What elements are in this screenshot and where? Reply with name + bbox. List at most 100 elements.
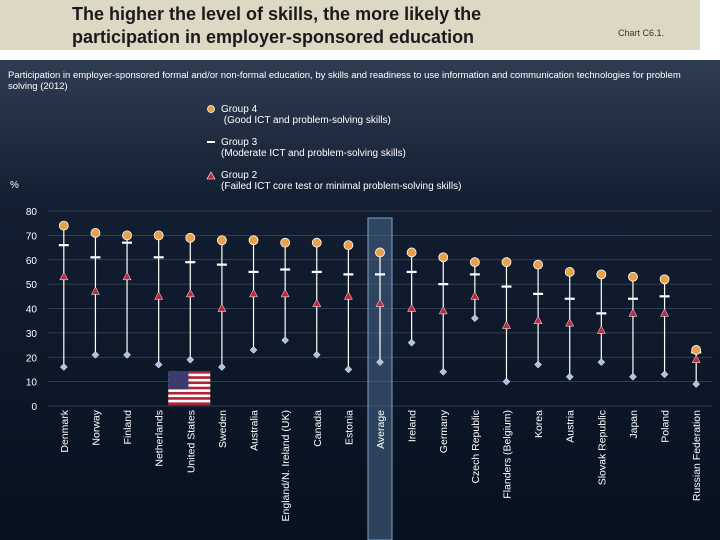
flag-stripe <box>168 386 211 390</box>
group2-point <box>91 286 100 295</box>
title-banner: The higher the level of skills, the more… <box>0 0 700 50</box>
x-axis-labels: Denmark Norway Finland Netherlands United St… <box>59 409 703 521</box>
x-tick-label: Poland <box>660 410 672 443</box>
legend-markers <box>206 105 216 180</box>
legend-label-group2: Group 2 (Failed ICT core test or minimal… <box>221 170 462 192</box>
group4-point <box>533 259 543 270</box>
low-group-point <box>471 314 479 323</box>
y-tick-label: 60 <box>26 256 38 267</box>
x-tick-label: Germany <box>438 409 450 453</box>
group2-point <box>596 325 606 334</box>
group2-point <box>249 288 258 298</box>
flag-stripe <box>168 371 211 374</box>
low-group-point <box>91 350 100 359</box>
low-group-point <box>597 358 606 366</box>
low-group-point <box>344 365 353 374</box>
group2-point <box>407 303 417 312</box>
group2-point <box>438 305 448 315</box>
group4-point <box>501 257 512 268</box>
flag-stripe <box>168 378 211 382</box>
low-group-point <box>660 370 669 379</box>
legend-marker-group2 <box>206 171 216 180</box>
group4-point <box>564 267 575 277</box>
x-tick-label: Czech Republic <box>470 410 482 484</box>
low-group-point <box>439 368 448 376</box>
chart-panel <box>0 60 720 540</box>
low-group-point <box>249 346 258 354</box>
group4-point <box>217 235 227 246</box>
legend-marker-group4 <box>207 105 215 113</box>
group4-point <box>596 269 607 280</box>
group2-point <box>628 308 638 317</box>
group4-point <box>406 247 417 258</box>
flag-stripe <box>168 389 211 393</box>
flag-canton <box>168 371 189 390</box>
group4-point <box>628 271 638 282</box>
group2-point <box>154 291 164 300</box>
group2-point <box>470 291 480 300</box>
page-title: The higher the level of skills, the more… <box>72 4 482 47</box>
low-group-point <box>692 380 701 388</box>
x-tick-label: England/N. Ireland (UK) <box>280 410 292 521</box>
low-group-point <box>218 363 226 371</box>
group2-point <box>312 298 322 307</box>
low-group-point <box>281 336 289 345</box>
flag-stripe <box>168 397 211 401</box>
group4-point <box>438 252 449 263</box>
y-tick-label: 40 <box>26 305 38 316</box>
group2-point <box>122 271 132 281</box>
flag-stripe <box>168 391 211 395</box>
group2-point <box>660 308 669 317</box>
group4-point <box>153 230 164 241</box>
group4-point <box>90 228 101 238</box>
y-tick-label: 50 <box>26 280 38 291</box>
y-tick-label: 10 <box>26 378 38 389</box>
y-tick-label: 80 <box>26 207 38 218</box>
x-tick-label: Canada <box>312 410 324 447</box>
legend-label-group3: Group 3 (Moderate ICT and problem-solvin… <box>221 137 406 159</box>
flag-stripe <box>168 376 211 380</box>
low-group-point <box>186 355 195 364</box>
low-group-point <box>123 350 131 359</box>
x-tick-label: Flanders (Belgium) <box>501 410 513 499</box>
group4-point <box>280 237 291 248</box>
group2-point <box>533 315 543 324</box>
group2-point <box>185 288 195 298</box>
group4-point <box>659 274 670 285</box>
chart-subtitle: Participation in employer-sponsored form… <box>8 70 681 92</box>
group2-point <box>343 291 353 300</box>
flag-stripe <box>168 373 211 377</box>
group4-point <box>469 257 480 268</box>
flag-stripe <box>168 402 211 406</box>
y-tick-label: 30 <box>26 329 38 340</box>
x-tick-label: Netherlands <box>154 410 166 467</box>
group2-point <box>280 288 290 298</box>
low-group-point <box>629 372 637 381</box>
x-tick-label: Sweden <box>217 410 229 448</box>
y-tick-label: 0 <box>31 402 37 413</box>
flag-stripe <box>168 384 211 387</box>
low-group-point <box>154 360 163 369</box>
group4-point <box>343 240 354 251</box>
x-tick-label: Japan <box>628 410 640 439</box>
group4-point <box>248 235 259 246</box>
low-group-point <box>376 358 384 366</box>
low-group-point <box>565 372 574 381</box>
flag-stripe <box>168 381 211 385</box>
flag-stripe <box>168 394 211 398</box>
group4-point <box>375 247 385 258</box>
y-unit-label: % <box>10 180 19 191</box>
x-tick-label: Denmark <box>59 409 71 452</box>
low-group-point <box>59 363 68 371</box>
group4-point <box>691 345 702 355</box>
group2-point <box>59 271 69 281</box>
x-tick-label: Estonia <box>343 410 355 445</box>
group4-point <box>58 220 69 231</box>
chart-marks <box>58 220 702 388</box>
x-tick-label: Russian Federation <box>691 410 703 501</box>
group2-point <box>375 298 385 307</box>
y-tick-label: 20 <box>26 353 38 364</box>
chart-id-label: Chart C6.1. <box>618 28 665 38</box>
group4-point <box>122 230 132 241</box>
